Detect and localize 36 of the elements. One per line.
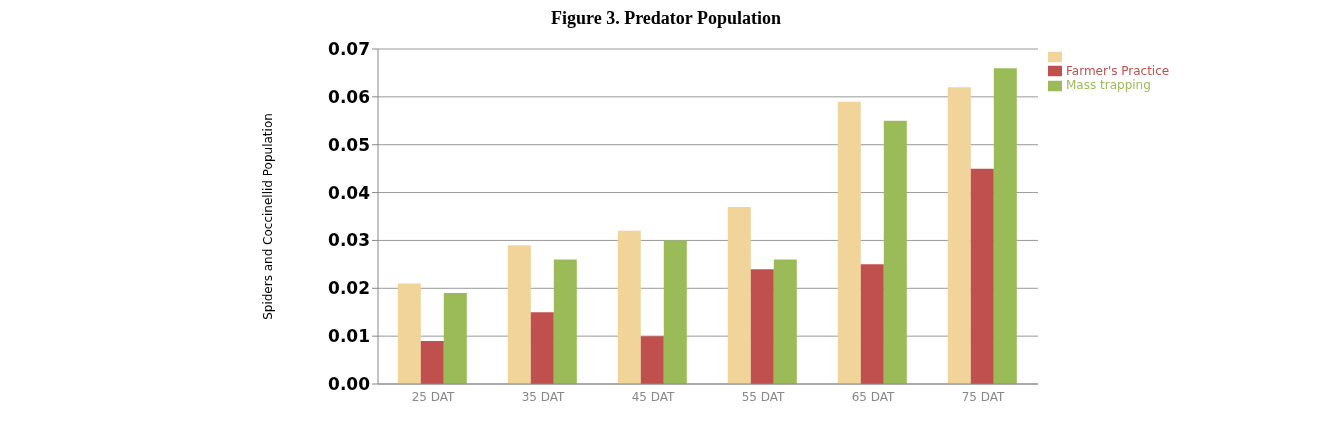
bar [640,336,664,384]
bar [837,101,861,384]
x-tick-label: 65 DAT [851,389,896,404]
bar [860,264,884,384]
x-tick-label: 35 DAT [521,389,566,404]
chart-title: Figure 3. Predator Population [550,8,782,29]
legend-label: Farmer's Practice [1066,63,1170,78]
y-tick-label: 0.01 [328,326,370,347]
bar [970,168,994,384]
y-tick-label: 0.05 [328,134,370,155]
y-tick-label: 0.00 [328,374,371,395]
bar [507,245,531,384]
bar [443,293,467,384]
x-tick-label: 45 DAT [631,389,676,404]
y-tick-label: 0.06 [328,86,370,107]
x-tick-label: 25 DAT [411,389,456,404]
bar [397,283,421,384]
bar [553,259,577,384]
bar [947,87,971,384]
y-axis-title: Spiders and Coccinellid Population [261,113,276,320]
x-tick-label: 75 DAT [961,389,1006,404]
bar [663,240,687,384]
bar [530,312,554,384]
y-tick-label: 0.02 [328,278,370,299]
bar [883,120,907,384]
y-tick-label: 0.04 [328,182,371,203]
bar [750,269,774,384]
legend-label: Mass trapping [1066,78,1151,92]
bar [420,340,444,384]
y-tick-label: 0.07 [328,39,370,60]
bar [993,68,1017,384]
bar [773,259,797,384]
x-tick-label: 55 DAT [741,389,786,404]
y-tick-label: 0.03 [328,230,370,251]
bar [617,230,641,384]
bar [727,206,751,384]
